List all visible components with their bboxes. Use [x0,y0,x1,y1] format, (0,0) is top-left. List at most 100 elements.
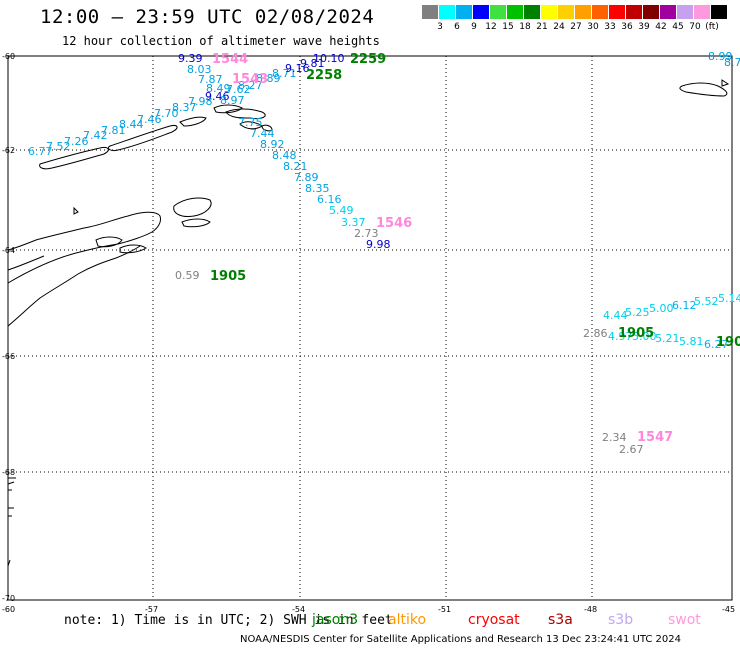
colorbar-swatch [592,5,608,19]
island [179,116,207,127]
colorbar-label: 3 [437,22,443,32]
chart-title: 12:00 – 23:59 UTC 02/08/2024 [40,6,375,28]
wave-height-value: 8.89 [256,72,281,85]
island [261,124,273,132]
wave-height-value: 8.03 [187,63,212,76]
island [119,244,147,254]
graticule: -60 -62 -64 -66 -68 -70 -60 -57 -54 -51 -48 -45 [2,52,735,614]
lon-label: -45 [722,605,735,614]
colorbar-swatch [558,5,574,19]
wave-height-value: 8.37 [172,101,197,114]
wave-height-value: 5.00 [649,302,674,315]
wave-height-value: 9.16 [285,62,310,75]
wave-height-value: 6.16 [317,193,342,206]
wave-height-value: 7.75 [238,116,263,129]
colorbar-label: 33 [604,22,616,32]
satellite-s3a: s3a [548,612,573,628]
pass-time-label: 1905 [210,269,246,284]
island [213,104,243,114]
colorbar-swatch [507,5,523,19]
colorbar-label: 12 [485,22,497,32]
pass-time-label: 2259 [350,52,386,67]
wave-height-value: 7.98 [188,95,213,108]
colorbar-swatch [694,5,710,19]
wave-height-value: 3.37 [341,216,366,229]
colorbar-swatch [643,5,659,19]
pass-time-label: 1547 [637,430,673,445]
wave-height-value: 4.97 [608,330,633,343]
wave-height-value: 7.62 [226,83,251,96]
colorbar-label: (ft) [705,22,719,32]
wave-height-value: 9.39 [178,52,203,65]
lat-label: -60 [2,52,15,61]
wave-height-value: 8.21 [283,160,308,173]
pass-time-label: 1546 [376,216,412,231]
wave-height-value: 9.98 [366,238,391,251]
wave-height-value: 2.73 [354,227,379,240]
wave-height-value: 2.34 [602,431,627,444]
island [173,197,212,217]
wave-height-value: 0.59 [175,269,200,282]
wave-height-value: 10.10 [313,52,345,65]
colorbar-label: 39 [638,22,650,32]
island [181,218,211,228]
map-frame [7,55,733,601]
wave-height-value: 5.81 [679,335,704,348]
lat-label: -64 [2,246,15,255]
wave-height-value: 8.92 [260,138,285,151]
wave-height-value: 9.46 [205,90,230,103]
satellite-altiko: altiko [388,612,427,628]
wave-height-value: 8.44 [119,118,144,131]
island [107,125,178,151]
island [225,108,266,119]
colorbar-label: 45 [672,22,684,32]
pass-time-label: 1543 [232,72,268,87]
wave-height-value: 2.86 [583,327,608,340]
footer-note: note: 1) Time is in UTC; 2) SWH is in fe… [64,613,393,628]
pass-time-label: 2258 [306,68,342,83]
island [95,236,123,248]
wave-height-value: 8.48 [272,149,297,162]
wave-height-value: 8.97 [220,94,245,107]
peninsula-coast-south [7,245,141,327]
colorbar-swatch [439,5,455,19]
wave-height-value: 7.52 [46,140,71,153]
colorbar-label: 15 [502,22,514,32]
colorbar-swatch [422,5,438,19]
wave-height-value: 6.77 [28,145,53,158]
colorbar-label: 70 [689,22,701,32]
wave-height-value: 7.46 [137,113,162,126]
lon-label: -57 [145,605,158,614]
wave-height-value: 7.70 [154,107,179,120]
colorbar-swatch [575,5,591,19]
colorbar-label: 18 [519,22,531,32]
colorbar-swatch [609,5,625,19]
lon-label: -60 [2,605,15,614]
wave-height-value: 8.35 [305,182,330,195]
satellite-cryosat: cryosat [468,612,520,628]
wave-height-value: 7.26 [64,135,89,148]
wave-height-value: 9.81 [300,57,325,70]
wave-height-value: 7.87 [198,73,223,86]
colorbar-label: 42 [655,22,667,32]
colorbar-label: 30 [587,22,599,32]
colorbar-swatch [626,5,642,19]
wave-height-value: 5.00 [632,330,657,343]
wave-height-value: 6.27 [704,338,729,351]
colorbar-swatch [541,5,557,19]
colorbar-swatch [524,5,540,19]
wave-height-value: 4.44 [603,309,628,322]
wave-height-value: 6.12 [672,299,697,312]
wave-height-value: 7.42 [83,129,108,142]
coastline [7,79,730,567]
wave-height-value: 5.21 [655,332,680,345]
colorbar-label: 9 [471,22,477,32]
island [679,82,728,97]
wave-height-value: 8.49 [206,82,231,95]
wave-height-value: 8.99 [708,50,733,63]
colorbar-swatch [490,5,506,19]
footer-credit: NOAA/NESDIS Center for Satellite Applica… [240,634,682,645]
colorbar-label: 21 [536,22,548,32]
satellite-jason3: jason3 [312,612,359,628]
